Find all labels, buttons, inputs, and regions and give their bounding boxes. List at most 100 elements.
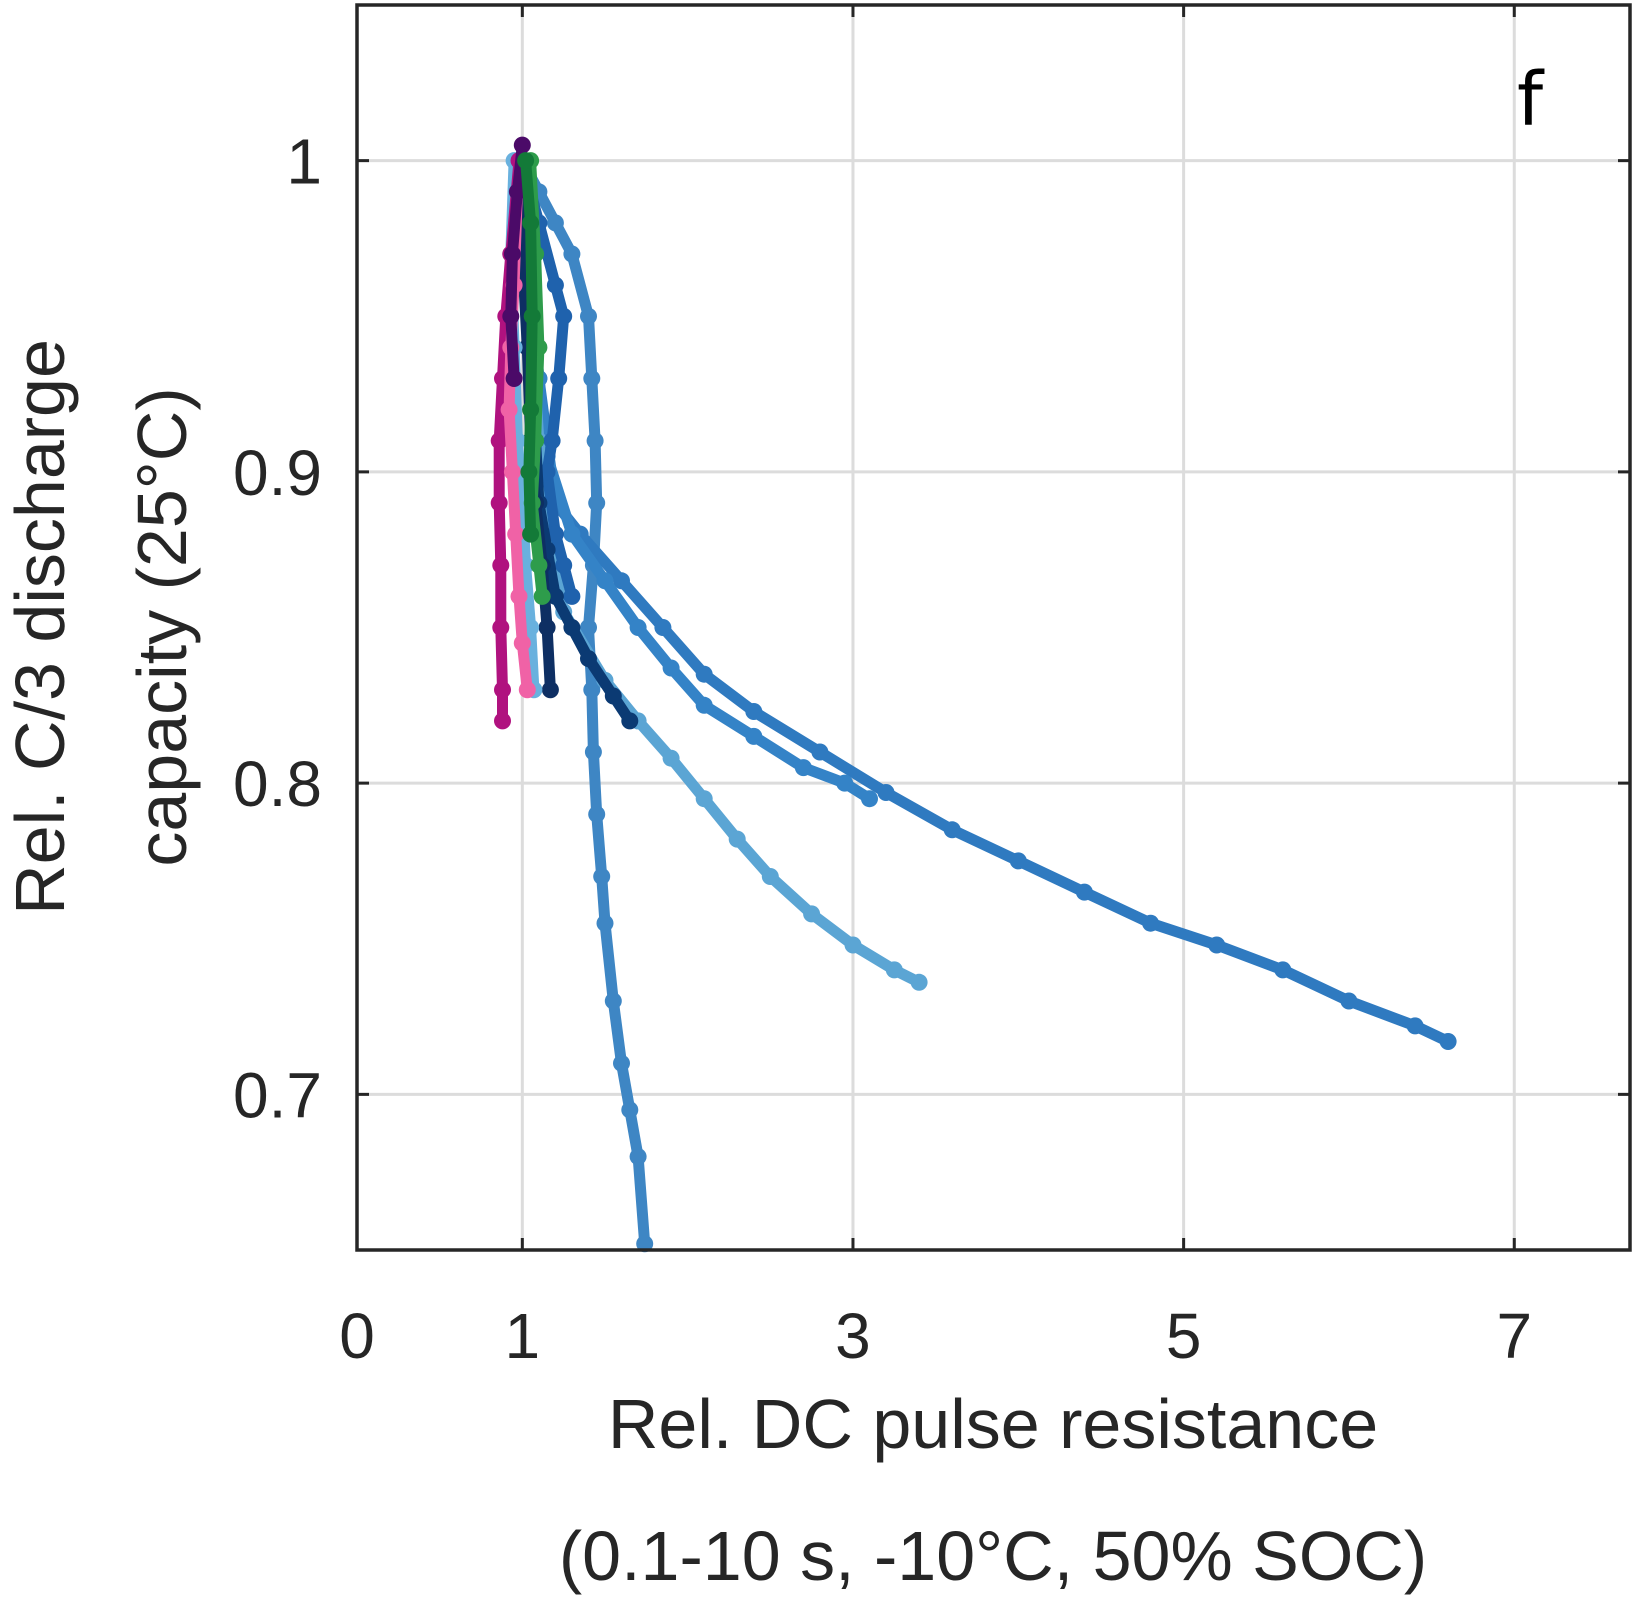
data-point: [492, 556, 510, 574]
data-point: [803, 905, 821, 923]
data-point: [518, 681, 536, 699]
data-point: [580, 650, 597, 668]
x-tick-label: 0: [339, 1300, 375, 1372]
data-point: [636, 1235, 654, 1253]
data-point: [538, 619, 556, 636]
data-point: [593, 868, 611, 885]
data-point: [596, 572, 614, 590]
data-point: [1009, 852, 1027, 870]
y-tick-label: 0.8: [233, 748, 322, 820]
data-point: [494, 712, 511, 730]
data-point: [502, 307, 520, 325]
y-axis-title-line-1: Rel. C/3 discharge: [1, 339, 79, 915]
series-13: [517, 152, 541, 543]
data-point: [662, 659, 680, 677]
data-point: [1274, 961, 1292, 979]
data-point: [546, 214, 564, 232]
data-point: [563, 245, 581, 263]
data-point: [494, 681, 511, 699]
data-point: [861, 790, 878, 808]
data-point: [1142, 914, 1160, 932]
data-point: [604, 992, 622, 1010]
data-point: [563, 525, 581, 543]
data-point: [563, 619, 581, 636]
x-axis-title-line-1: Rel. DC pulse resistance: [608, 1385, 1378, 1463]
data-point: [695, 790, 713, 808]
data-point: [546, 525, 564, 543]
data-point: [745, 727, 763, 745]
data-point: [522, 401, 540, 419]
data-point: [604, 687, 622, 705]
data-point: [541, 681, 559, 699]
data-point: [530, 556, 548, 574]
data-point: [583, 681, 601, 699]
data-point: [490, 494, 508, 512]
data-point: [588, 494, 606, 512]
x-tick-label: 1: [505, 1300, 541, 1372]
data-point: [613, 1054, 630, 1072]
data-point: [490, 432, 508, 450]
data-point: [563, 587, 581, 605]
data-point: [662, 749, 680, 767]
data-point: [586, 432, 604, 450]
data-point: [492, 619, 510, 636]
data-point: [613, 572, 630, 590]
y-tick-label: 1: [286, 126, 322, 198]
panel-label: f: [1517, 57, 1545, 143]
data-point: [550, 370, 568, 387]
grid-lines: [357, 5, 1630, 1250]
data-point: [503, 245, 521, 263]
data-point: [844, 936, 862, 954]
data-point: [836, 774, 854, 792]
x-axis-title-line-2: (0.1-10 s, -10°C, 50% SOC): [559, 1517, 1427, 1595]
data-point: [621, 1101, 639, 1119]
data-point: [596, 914, 614, 932]
data-point: [1406, 1017, 1424, 1035]
data-point: [505, 370, 523, 387]
x-tick-label: 3: [835, 1300, 871, 1372]
data-point: [513, 634, 531, 652]
data-point: [523, 307, 541, 325]
data-point: [508, 183, 526, 201]
y-tick-label: 0.7: [233, 1059, 322, 1131]
data-point: [555, 556, 573, 574]
data-point: [1208, 936, 1226, 954]
data-point: [877, 784, 895, 801]
data-point: [522, 525, 540, 543]
axis-ticks: 0 1 3 5 7 0.7 0.8 0.9 1: [233, 5, 1630, 1372]
data-point: [1439, 1033, 1457, 1050]
data-point: [695, 696, 713, 714]
series-line: [516, 155, 1454, 1047]
data-point: [885, 961, 903, 979]
data-point: [654, 619, 672, 636]
data-point: [1340, 992, 1358, 1010]
data-point: [811, 743, 829, 761]
data-point: [522, 214, 540, 232]
data-point: [584, 743, 602, 761]
series-11: [502, 136, 531, 387]
data-point: [503, 463, 521, 481]
data-point: [580, 307, 597, 325]
data-point: [629, 619, 647, 636]
data-point: [794, 759, 812, 777]
data-point: [745, 703, 763, 720]
data-point: [546, 587, 564, 605]
y-axis-title-line-2: capacity (25°C): [123, 387, 201, 866]
data-point: [513, 136, 531, 154]
data-point: [500, 401, 518, 419]
data-point: [580, 619, 597, 636]
y-tick-label: 0.9: [233, 437, 322, 509]
data-point: [583, 370, 601, 387]
series-line: [520, 155, 538, 540]
data-point: [728, 830, 746, 848]
plot-area: [490, 136, 1457, 1253]
data-point: [546, 276, 564, 294]
data-point: [520, 463, 538, 481]
series-2: [513, 152, 1457, 1050]
data-point: [1075, 883, 1093, 901]
axes-frame: [355, 3, 1632, 1252]
series-line: [516, 155, 578, 602]
data-point: [510, 587, 528, 605]
x-tick-label: 5: [1166, 1300, 1202, 1372]
